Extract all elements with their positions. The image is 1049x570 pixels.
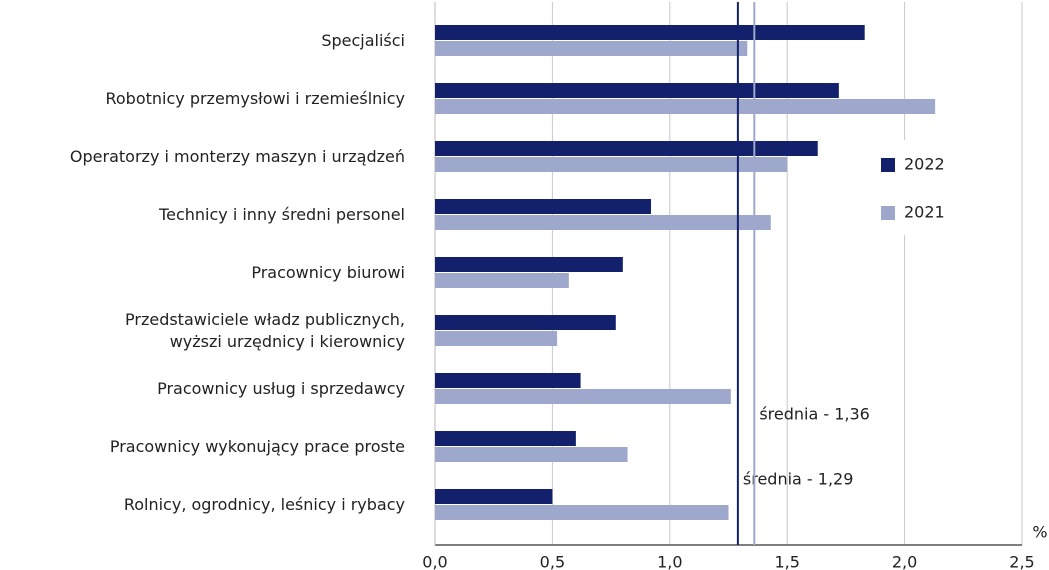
x-tick-label: 1,5 — [774, 553, 799, 570]
average-label: średnia - 1,29 — [743, 470, 854, 489]
legend-swatch — [881, 158, 895, 172]
category-label: Pracownicy usług i sprzedawcy — [157, 379, 405, 398]
x-axis-label: % — [1032, 523, 1047, 542]
category-label: Operatorzy i monterzy maszyn i urządzeń — [69, 147, 405, 166]
bar — [435, 41, 748, 56]
bar — [435, 373, 581, 388]
bar — [435, 447, 628, 462]
bar — [435, 99, 936, 114]
category-label: Robotnicy przemysłowi i rzemieślnicy — [105, 89, 405, 108]
bar — [435, 489, 553, 504]
category-label: Pracownicy biurowi — [251, 263, 405, 282]
bar — [435, 25, 865, 40]
category-label: Pracownicy wykonujący prace proste — [109, 437, 405, 456]
x-tick-label: 1,0 — [657, 553, 682, 570]
category-label: Rolnicy, ogrodnicy, leśnicy i rybacy — [123, 495, 405, 514]
bar — [435, 215, 771, 230]
bar — [435, 141, 818, 156]
category-label: Technicy i inny średni personel — [159, 205, 405, 224]
x-tick-label: 0,5 — [540, 553, 565, 570]
bar — [435, 431, 576, 446]
legend-label: 2021 — [904, 203, 945, 222]
bar — [435, 157, 788, 172]
x-tick-label: 0,0 — [422, 553, 447, 570]
category-label: Przedstawiciele władz publicznych, wyższ… — [125, 310, 405, 351]
x-tick-label: 2,5 — [1009, 553, 1034, 570]
bar — [435, 83, 839, 98]
bar — [435, 273, 569, 288]
bar — [435, 257, 623, 272]
x-tick-label: 2,0 — [892, 553, 917, 570]
bar — [435, 389, 731, 404]
bar — [435, 199, 652, 214]
category-label: Specjaliści — [321, 31, 405, 50]
legend-swatch — [881, 206, 895, 220]
average-label: średnia - 1,36 — [759, 405, 870, 424]
bar — [435, 505, 729, 520]
bar — [435, 331, 558, 346]
bar — [435, 315, 616, 330]
legend-label: 2022 — [904, 155, 945, 174]
